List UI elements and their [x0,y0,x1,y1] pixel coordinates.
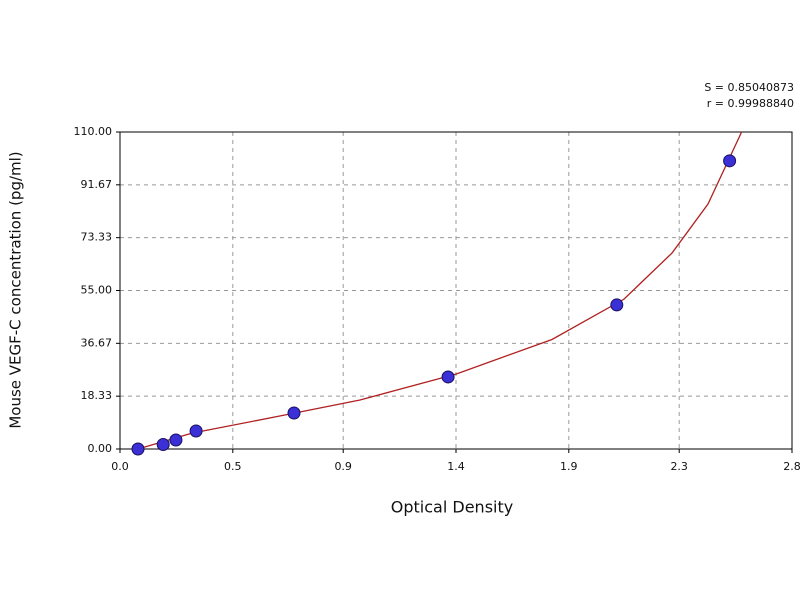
y-tick-label: 110.00 [74,125,113,138]
x-tick-label: 1.9 [560,460,578,473]
x-tick-label: 2.3 [670,460,688,473]
y-tick-label: 73.33 [81,231,113,244]
data-point [131,442,145,456]
data-point [287,406,301,420]
data-point [156,438,170,452]
x-tick-label: 0.0 [111,460,129,473]
data-point [723,154,737,168]
y-tick-label: 18.33 [81,389,113,402]
y-tick-label: 91.67 [81,178,113,191]
annotation: S = 0.85040873 [704,81,794,94]
plot-border [119,131,793,450]
data-point [169,433,183,447]
data-point [610,298,624,312]
y-axis-label: Mouse VEGF-C concentration (pg/ml) [7,151,25,428]
data-point [441,370,455,384]
x-tick-label: 0.5 [224,460,242,473]
x-tick-label: 1.4 [447,460,465,473]
x-axis-label: Optical Density [391,498,513,517]
y-tick-label: 36.67 [81,336,113,349]
data-point [189,424,203,438]
x-tick-label: 0.9 [334,460,352,473]
annotation: r = 0.99988840 [707,97,794,110]
y-tick-label: 55.00 [81,284,113,297]
x-tick-label: 2.8 [783,460,800,473]
fit-curve [137,131,743,450]
y-tick-label: 0.00 [88,442,113,455]
